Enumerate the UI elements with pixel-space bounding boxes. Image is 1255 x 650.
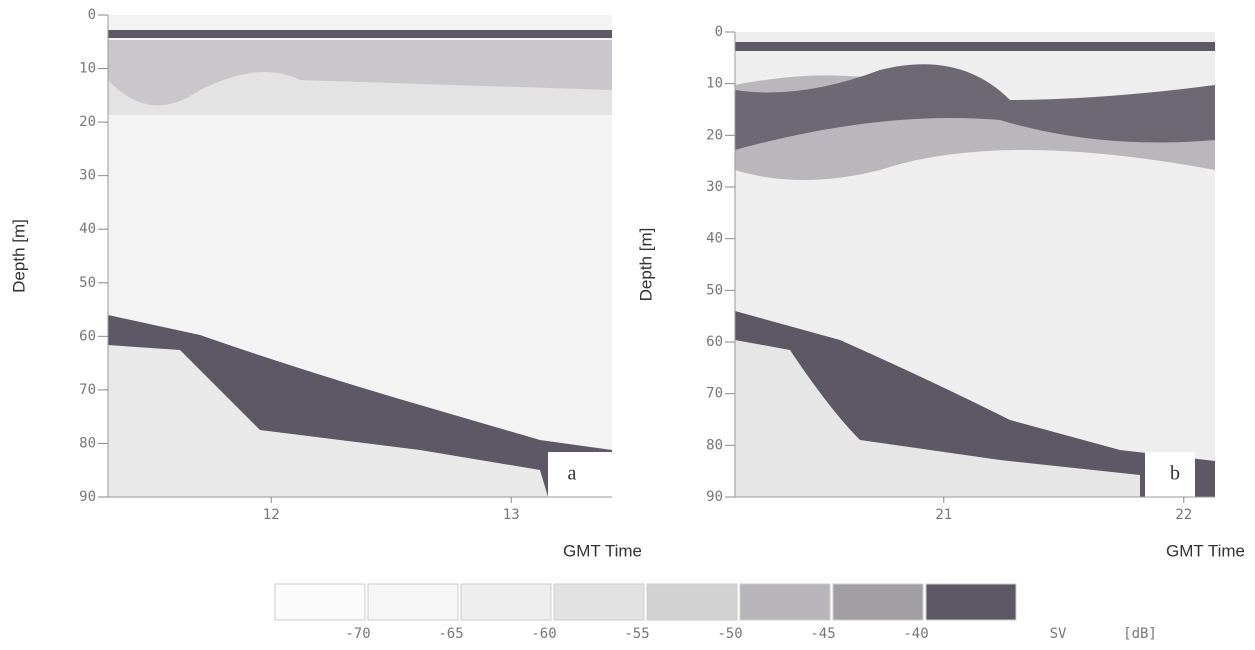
colorbar-tick-label: -60 — [531, 626, 556, 642]
x-tick-label: 21 — [935, 507, 952, 523]
x-axis-label: GMT Time — [1166, 541, 1245, 560]
x-axis-label: GMT Time — [563, 541, 642, 560]
y-tick-label: 40 — [706, 231, 723, 247]
y-tick-label: 0 — [88, 7, 96, 23]
panel-label: a — [568, 463, 577, 485]
y-axis-label: Depth [m] — [636, 228, 655, 302]
colorbar-tick-label: -55 — [624, 626, 649, 642]
color-swatch — [646, 583, 738, 621]
color-swatch — [925, 583, 1017, 621]
panel-label: b — [1170, 463, 1180, 485]
colorbar-unit: [dB] — [1123, 626, 1157, 642]
y-tick-label: 0 — [715, 24, 723, 40]
echogram-b — [735, 32, 1215, 497]
y-tick-label: 60 — [706, 334, 723, 350]
y-tick-label: 30 — [79, 168, 96, 184]
color-swatch — [739, 583, 831, 621]
y-tick-label: 20 — [706, 127, 723, 143]
y-tick-label: 30 — [706, 179, 723, 195]
colorbar-tick-label: -45 — [810, 626, 835, 642]
colorbar-label: SV — [1050, 626, 1067, 642]
y-axis-label: Depth [m] — [9, 219, 28, 293]
y-tick-label: 70 — [79, 382, 96, 398]
y-tick-label: 90 — [706, 489, 723, 505]
x-tick-label: 12 — [263, 507, 280, 523]
y-tick-label: 70 — [706, 386, 723, 402]
y-tick-label: 50 — [79, 275, 96, 291]
y-tick-label: 40 — [79, 221, 96, 237]
x-tick-label: 13 — [503, 507, 520, 523]
colorbar-tick-label: -50 — [717, 626, 742, 642]
y-tick-label: 60 — [79, 328, 96, 344]
color-swatch — [367, 583, 459, 621]
y-tick-label: 50 — [706, 282, 723, 298]
color-swatch — [553, 583, 645, 621]
color-swatch — [832, 583, 924, 621]
y-tick-label: 90 — [79, 489, 96, 505]
y-tick-label: 20 — [79, 114, 96, 130]
y-tick-label: 10 — [706, 76, 723, 92]
y-tick-label: 10 — [79, 61, 96, 77]
echogram-a — [108, 15, 612, 497]
colorbar-tick-label: -40 — [903, 626, 928, 642]
y-tick-label: 80 — [79, 435, 96, 451]
colorbar-tick-label: -70 — [345, 626, 370, 642]
color-swatch — [274, 583, 366, 621]
color-swatch — [460, 583, 552, 621]
x-tick-label: 22 — [1175, 507, 1192, 523]
y-tick-label: 80 — [706, 437, 723, 453]
colorbar-tick-label: -65 — [438, 626, 463, 642]
